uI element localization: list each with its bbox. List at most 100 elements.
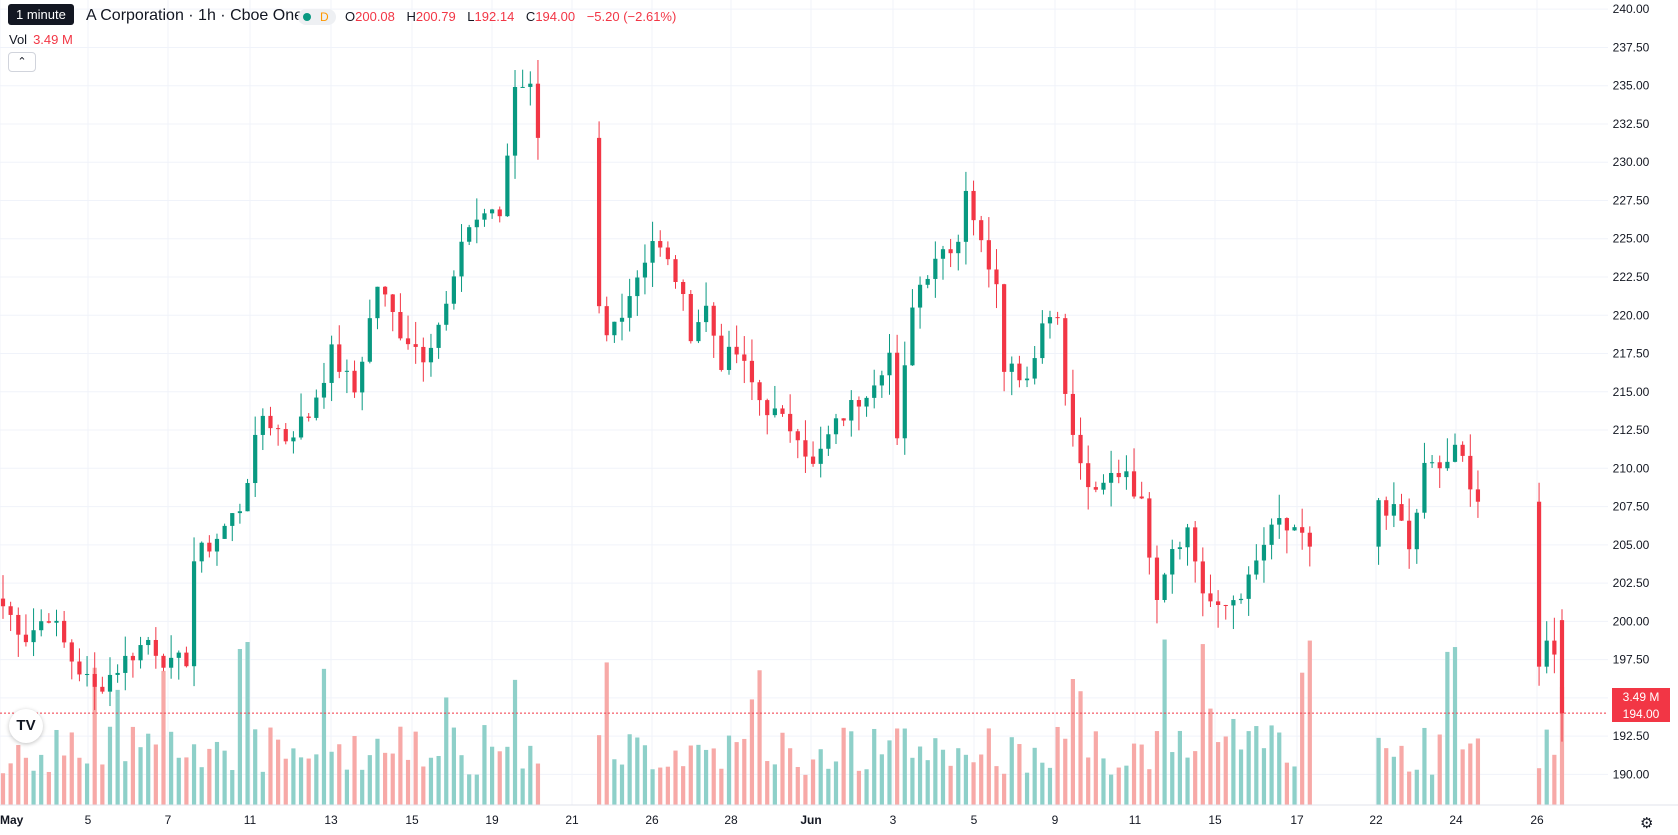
candle-body [1292, 527, 1297, 531]
volume-bar [627, 734, 632, 805]
candle-body [1414, 512, 1419, 550]
volume-bar [1552, 754, 1557, 805]
candle-body [1116, 472, 1121, 478]
candle-body [1429, 462, 1435, 464]
candle-body [367, 318, 372, 362]
candle-body [788, 413, 793, 432]
y-tick-label: 235.00 [1613, 79, 1650, 93]
candle-body [635, 277, 640, 297]
volume-bar [436, 755, 441, 805]
candle-body [390, 294, 395, 312]
candle-body [237, 511, 243, 514]
candle-body [1193, 527, 1198, 562]
candle-body [512, 87, 518, 156]
candle-body [619, 317, 625, 322]
candle-body [260, 415, 265, 435]
candle-body [1009, 363, 1014, 372]
candle-body [1445, 461, 1450, 469]
volume-bar [459, 755, 464, 805]
candle-body [268, 415, 273, 429]
candle-body [1086, 463, 1091, 488]
y-tick-label: 232.50 [1613, 117, 1650, 131]
volume-bar [1177, 730, 1182, 805]
candle-body [253, 434, 258, 484]
volume-bar [650, 769, 655, 805]
candle-body [482, 213, 487, 220]
volume-bar [1116, 767, 1121, 805]
volume-bar [635, 737, 640, 805]
status-dots[interactable]: D [298, 9, 336, 25]
x-tick-label: 28 [724, 813, 738, 827]
candle-body [428, 347, 434, 363]
volume-bar [1475, 738, 1481, 805]
candle-body [1559, 620, 1565, 714]
candle-body [1002, 284, 1007, 372]
high-value: 200.79 [415, 9, 456, 24]
candle-body [199, 542, 204, 562]
volume-bar [451, 727, 456, 805]
volume-bar [887, 740, 892, 805]
candle-body [528, 83, 533, 87]
collapse-legend-button[interactable]: ⌃ [8, 52, 36, 72]
volume-bar [306, 758, 311, 805]
time-axis: May 5 7 11 13 15 19 21 26 28 Jun 3 5 9 11 15 17 22 24 26 [0, 804, 1678, 827]
volume-bar [902, 728, 907, 805]
volume-bar [23, 757, 29, 805]
candle-body [77, 661, 82, 675]
candle-body [467, 227, 472, 242]
x-tick-label: 26 [645, 813, 659, 827]
settings-gear-icon[interactable]: ⚙ [1640, 815, 1654, 832]
symbol-title[interactable]: A Corporation · 1h · Cboe One [86, 7, 304, 24]
volume-bar [482, 725, 487, 805]
candle-body [398, 311, 403, 339]
volume-bar [1017, 744, 1022, 805]
candle-body [596, 137, 602, 307]
volume-bar [512, 679, 518, 805]
volume-bar [1109, 774, 1114, 805]
volume-bar [107, 726, 113, 805]
volume-bar [1009, 737, 1014, 805]
volume-bar [1429, 774, 1435, 805]
tradingview-logo-icon[interactable]: TV [9, 709, 43, 743]
volume-bar [467, 774, 472, 805]
volume-bar [1024, 772, 1030, 805]
volume-bar [1170, 752, 1175, 805]
volume-bar [971, 762, 976, 805]
candle-body [627, 296, 632, 318]
candle-body [711, 305, 716, 336]
candle-body [986, 240, 991, 270]
candle-body [1216, 601, 1221, 605]
candle-body [245, 483, 250, 512]
candle-body [520, 86, 525, 88]
volume-label: Vol [9, 32, 28, 47]
x-tick-label: 24 [1449, 813, 1463, 827]
volume-bar [291, 748, 296, 805]
candle-body [1070, 393, 1076, 435]
volume-bar [849, 731, 854, 805]
volume-bar [497, 751, 502, 805]
volume-bar [1185, 757, 1190, 805]
candle-body [1162, 574, 1167, 600]
x-tick-label: 5 [971, 813, 978, 827]
volume-bar [1216, 742, 1221, 805]
candle-body [329, 344, 334, 383]
volume-bar [879, 754, 884, 805]
volume-bar [688, 745, 693, 805]
candle-body [1536, 501, 1542, 667]
candle-body [276, 428, 281, 430]
volume-bar [390, 753, 395, 805]
volume-bar [505, 746, 510, 805]
y-tick-label: 217.50 [1613, 347, 1650, 361]
candle-body [971, 190, 976, 221]
volume-bar [757, 670, 762, 805]
volume-bar [46, 771, 51, 805]
candle-body [405, 338, 411, 345]
candle-body [879, 375, 884, 386]
volume-bar [841, 727, 846, 805]
candle-body [1078, 434, 1083, 464]
volume-bar [31, 770, 36, 805]
volume-bar [963, 754, 969, 805]
volume-bar [696, 744, 701, 805]
volume-bar [864, 769, 869, 805]
